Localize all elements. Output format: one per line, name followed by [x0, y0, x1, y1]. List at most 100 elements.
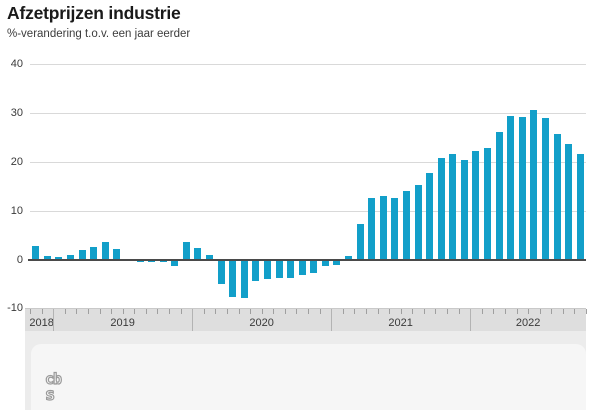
month-tick: [203, 309, 205, 314]
bar-2019-12[interactable]: [182, 242, 190, 260]
bar-2022-04[interactable]: [507, 116, 515, 260]
bar-2021-06[interactable]: [391, 197, 399, 260]
bar-2022-02[interactable]: [484, 148, 492, 260]
month-tick: [134, 309, 136, 314]
bar-2019-05[interactable]: [101, 241, 109, 260]
month-tick: [481, 309, 483, 314]
year-separator-2020: [192, 309, 194, 332]
year-label-2020: 2020: [249, 317, 274, 329]
bar-2019-01[interactable]: [55, 257, 63, 260]
bar-2021-11[interactable]: [449, 154, 457, 260]
bar-2019-06[interactable]: [113, 249, 121, 260]
month-tick: [157, 309, 159, 314]
month-tick: [215, 309, 217, 314]
month-tick: [64, 309, 66, 314]
month-tick: [528, 309, 530, 314]
bar-2020-12[interactable]: [321, 259, 329, 267]
bar-2018-11[interactable]: [32, 246, 40, 260]
bar-2020-09[interactable]: [287, 259, 295, 279]
month-tick: [412, 309, 414, 314]
bar-2019-02[interactable]: [67, 254, 75, 260]
y-axis-tick-label: 0: [16, 253, 23, 266]
bar-2021-10[interactable]: [437, 157, 445, 260]
bar-2022-10[interactable]: [576, 154, 584, 260]
bar-2021-04[interactable]: [368, 198, 376, 260]
month-tick: [342, 309, 344, 314]
bar-2021-12[interactable]: [460, 160, 468, 260]
year-label-2019: 2019: [110, 317, 135, 329]
month-tick: [250, 309, 252, 314]
month-tick: [319, 309, 321, 314]
bar-2019-03[interactable]: [78, 250, 86, 260]
bar-2022-07[interactable]: [541, 117, 549, 260]
month-tick: [122, 309, 124, 314]
month-tick: [99, 309, 101, 314]
bar-2020-03[interactable]: [217, 259, 225, 284]
bar-2021-05[interactable]: [379, 195, 387, 260]
bar-2020-08[interactable]: [275, 259, 283, 279]
x-axis-band: 2018 2019 2020 2021 2022: [25, 308, 587, 332]
month-tick: [377, 309, 379, 314]
y-axis-tick-label: -10: [7, 302, 23, 315]
bar-2021-03[interactable]: [356, 224, 364, 260]
bar-2019-10[interactable]: [159, 259, 167, 262]
bar-2022-09[interactable]: [565, 143, 573, 260]
footer-panel: cb s: [31, 344, 586, 410]
month-tick: [273, 309, 275, 314]
month-tick: [516, 309, 518, 314]
bar-2022-03[interactable]: [495, 131, 503, 260]
month-tick: [551, 309, 553, 314]
bar-2022-01[interactable]: [472, 150, 480, 260]
y-axis-tick-label: 20: [10, 155, 23, 168]
year-label-2021: 2021: [388, 317, 413, 329]
month-tick: [574, 309, 576, 314]
cbs-logo-icon: cb s: [44, 369, 63, 405]
month-tick: [261, 309, 263, 314]
bar-2019-04[interactable]: [90, 247, 98, 260]
bar-2021-07[interactable]: [402, 191, 410, 260]
month-tick: [354, 309, 356, 314]
year-label-2022: 2022: [515, 317, 541, 329]
bar-2022-08[interactable]: [553, 133, 561, 260]
month-tick: [504, 309, 506, 314]
month-tick: [76, 309, 78, 314]
bar-2021-08[interactable]: [414, 184, 422, 260]
bar-2021-09[interactable]: [426, 173, 434, 260]
bar-2020-04[interactable]: [229, 259, 237, 297]
month-tick: [238, 309, 240, 314]
gridline-40: [30, 63, 586, 65]
bar-2020-05[interactable]: [240, 259, 248, 298]
bar-2022-05[interactable]: [518, 116, 526, 260]
chart-subtitle: %-verandering t.o.v. een jaar eerder: [7, 28, 191, 40]
bar-2018-12[interactable]: [43, 256, 51, 260]
month-tick: [87, 309, 89, 314]
gridline-20: [30, 161, 586, 163]
gridline-30: [30, 112, 586, 114]
year-separator-2021: [331, 309, 333, 332]
bar-2020-02[interactable]: [206, 255, 214, 260]
month-tick: [539, 309, 541, 314]
bar-2019-11[interactable]: [171, 259, 179, 266]
month-tick: [458, 309, 460, 314]
bar-2021-01[interactable]: [333, 259, 341, 266]
bar-2020-11[interactable]: [310, 259, 318, 274]
bar-2020-07[interactable]: [263, 259, 271, 280]
month-tick: [389, 309, 391, 314]
cbs-logo-text-top: cb: [45, 370, 62, 388]
chart-footer: cb s: [25, 331, 586, 410]
bar-2020-06[interactable]: [252, 259, 260, 282]
month-tick: [586, 309, 587, 314]
month-tick: [435, 309, 437, 314]
bar-2022-06[interactable]: [530, 110, 538, 260]
bar-2020-01[interactable]: [194, 247, 202, 260]
bar-2019-09[interactable]: [148, 259, 156, 262]
year-separator-2019: [53, 309, 55, 332]
zero-axis-line: [28, 258, 586, 261]
bar-2020-10[interactable]: [298, 259, 306, 276]
gridline-10: [30, 210, 586, 212]
bar-2019-08[interactable]: [136, 259, 144, 263]
month-tick: [111, 309, 113, 314]
bar-2021-02[interactable]: [345, 256, 353, 260]
month-tick: [41, 309, 43, 314]
month-tick: [493, 309, 495, 314]
